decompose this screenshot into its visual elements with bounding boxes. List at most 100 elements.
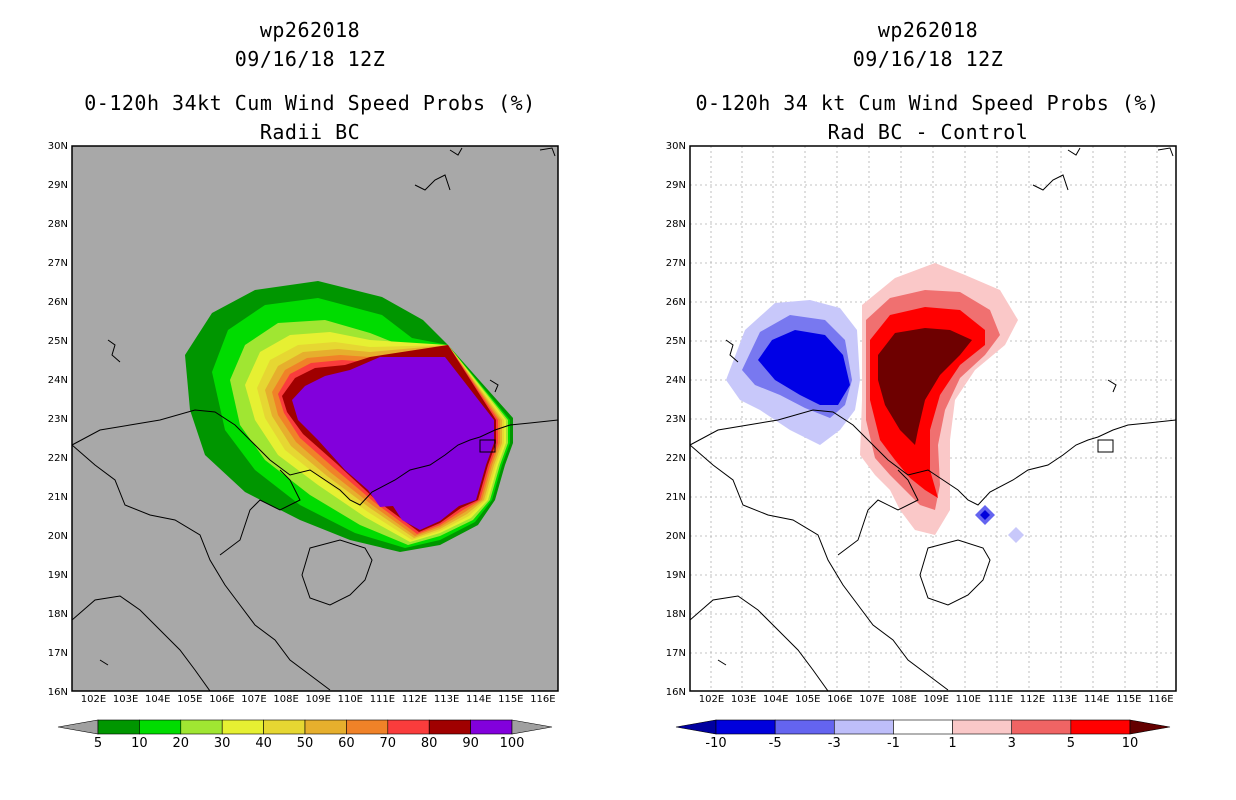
colorbar-swatch — [428, 719, 471, 735]
colorbar-swatch — [180, 719, 223, 735]
lon-label: 110E — [955, 694, 981, 705]
lat-label: 16N — [47, 687, 68, 698]
lat-label: 20N — [665, 531, 686, 542]
left-product-title: 0-120h 34kt Cum Wind Speed Probs (%) — [84, 91, 536, 115]
right-map-background — [690, 146, 1176, 691]
colorbar-label: 90 — [462, 736, 479, 751]
diff-neg-5 — [758, 330, 850, 405]
prob-contour-60 — [272, 345, 500, 536]
lat-label: 23N — [665, 414, 686, 425]
colorbar-label: 10 — [1121, 736, 1139, 751]
lon-label: 115E — [498, 694, 524, 705]
right-datetime: 09/16/18 12Z — [852, 47, 1004, 71]
lat-label: 28N — [665, 219, 686, 230]
colorbar-swatch — [774, 719, 835, 735]
lat-label: 25N — [47, 336, 68, 347]
lat-label: 24N — [47, 375, 68, 386]
lon-label: 108E — [891, 694, 917, 705]
lon-label: 113E — [1051, 694, 1078, 705]
lon-label: 103E — [730, 694, 757, 705]
colorbar-label: 5 — [93, 736, 103, 751]
left-probability-field — [185, 281, 513, 552]
lat-label: 16N — [665, 687, 686, 698]
lat-label: 27N — [665, 258, 686, 269]
colorbar-label: 10 — [131, 736, 148, 751]
colorbar-label: 1 — [948, 736, 957, 751]
colorbar-swatch — [1011, 719, 1072, 735]
right-difference-field — [726, 263, 1024, 543]
lat-label: 19N — [47, 570, 68, 581]
colorbar-label: 60 — [338, 736, 355, 751]
lat-label: 22N — [665, 453, 686, 464]
lon-label: 114E — [465, 694, 492, 705]
colorbar-label: -1 — [886, 736, 900, 751]
colorbar-label: -5 — [768, 736, 782, 751]
left-datetime: 09/16/18 12Z — [234, 47, 386, 71]
diff-neg-1 — [726, 300, 860, 445]
colorbar-swatch — [263, 719, 306, 735]
colorbar-swatch — [221, 719, 264, 735]
lon-label: 106E — [209, 694, 235, 705]
prob-contour-5 — [185, 281, 513, 552]
lon-label: 111E — [987, 694, 1014, 705]
colorbar-swatch — [952, 719, 1013, 735]
lon-label: 113E — [433, 694, 460, 705]
colorbar-swatch — [1070, 719, 1131, 735]
lon-label: 102E — [80, 694, 107, 705]
colorbar-label: 5 — [1066, 736, 1075, 751]
prob-contour-50 — [265, 345, 502, 538]
lon-label: 116E — [530, 694, 556, 705]
diff-neg-small-3 — [1008, 527, 1024, 543]
diff-neg-small-2 — [980, 510, 990, 520]
colorbar-label: 40 — [255, 736, 272, 751]
colorbar-swatch — [387, 719, 430, 735]
colorbar-over-arrow — [1129, 719, 1171, 735]
colorbar-label: -10 — [705, 736, 727, 751]
lat-label: 29N — [47, 180, 68, 191]
colorbar-under-arrow — [675, 719, 717, 735]
lon-label: 102E — [698, 694, 725, 705]
lat-label: 26N — [665, 297, 686, 308]
right-subtitle: Rad BC - Control — [827, 120, 1029, 144]
lon-label: 111E — [369, 694, 396, 705]
lat-label: 25N — [665, 336, 686, 347]
prob-contour-40 — [257, 342, 504, 540]
lat-label: 30N — [665, 141, 686, 152]
lon-label: 115E — [1116, 694, 1142, 705]
lon-label: 108E — [273, 694, 299, 705]
lat-label: 30N — [47, 141, 68, 152]
colorbar-over-arrow — [511, 719, 553, 735]
lon-label: 107E — [241, 694, 267, 705]
lon-label: 103E — [112, 694, 139, 705]
lat-label: 24N — [665, 375, 686, 386]
lat-label: 28N — [47, 219, 68, 230]
lon-label: 106E — [827, 694, 853, 705]
lon-label: 107E — [859, 694, 885, 705]
lat-label: 19N — [665, 570, 686, 581]
right-product-title: 0-120h 34 kt Cum Wind Speed Probs (%) — [695, 91, 1160, 115]
colorbar-swatch — [833, 719, 894, 735]
prob-contour-30 — [245, 332, 506, 542]
left-coastlines — [72, 147, 558, 691]
diff-neg-small-1 — [975, 505, 995, 525]
right-storm-id: wp262018 — [877, 18, 979, 42]
prob-contour-70 — [278, 345, 498, 534]
lat-label: 29N — [665, 180, 686, 191]
right-grid — [690, 146, 1176, 691]
lon-label: 112E — [1019, 694, 1046, 705]
lat-label: 27N — [47, 258, 68, 269]
left-map-background — [72, 146, 558, 691]
diff-pos-10 — [878, 328, 972, 445]
lat-label: 18N — [665, 609, 686, 620]
colorbar-label: 30 — [213, 736, 231, 751]
lat-label: 21N — [665, 492, 686, 503]
prob-contour-90 — [292, 357, 494, 530]
colorbar-label: -3 — [827, 736, 841, 751]
lon-label: 105E — [177, 694, 203, 705]
colorbar-label: 50 — [296, 736, 314, 751]
colorbar-swatch — [715, 719, 776, 735]
lon-label: 105E — [795, 694, 821, 705]
colorbar-swatch — [346, 719, 389, 735]
lon-label: 104E — [144, 694, 171, 705]
colorbar-label: 70 — [379, 736, 397, 751]
